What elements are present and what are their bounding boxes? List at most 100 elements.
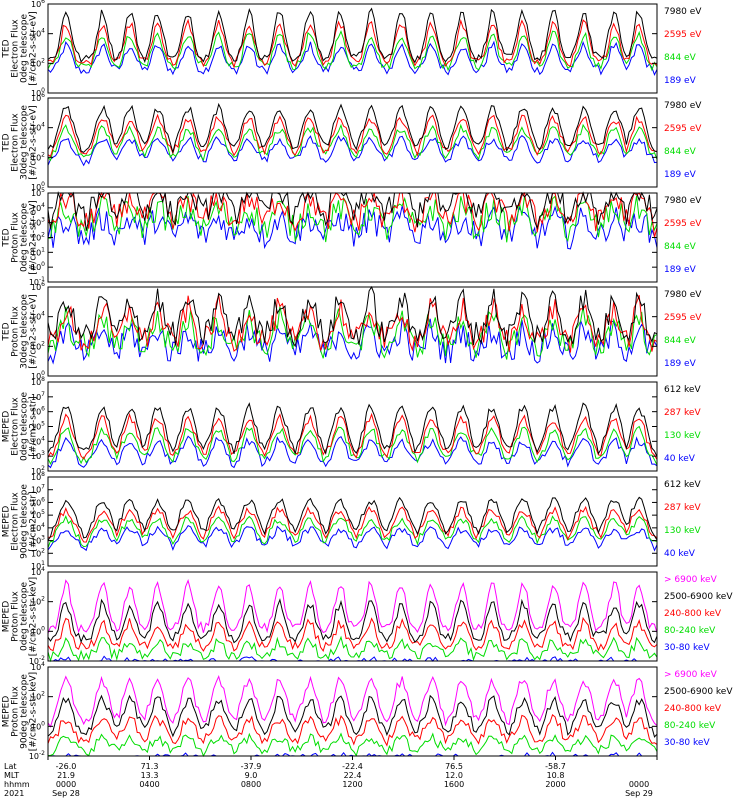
x-axis-value: 10.8 bbox=[547, 771, 565, 780]
x-axis-value: 13.3 bbox=[141, 771, 159, 780]
y-tick-label: 102 bbox=[31, 465, 45, 476]
y-tick-label: 100 bbox=[31, 720, 45, 731]
series-line-30-80-kev bbox=[48, 751, 657, 757]
y-axis-label: MEPEDProton Flux90deg telescope[#/cm2-s-… bbox=[2, 672, 39, 751]
legend-entry: 2500-6900 keV bbox=[664, 687, 733, 697]
y-tick-label: 104 bbox=[31, 122, 45, 133]
x-axis-value: 22.4 bbox=[344, 771, 362, 780]
y-tick-label: 101 bbox=[31, 560, 45, 571]
y-tick-label: 104 bbox=[31, 311, 45, 322]
legend-entry: 80-240 keV bbox=[664, 626, 716, 636]
y-tick-label: 100 bbox=[31, 87, 45, 98]
y-axis-label: MEPEDElectron Flux0deg telescope[#/cm2-s… bbox=[2, 392, 39, 462]
panel-frame bbox=[47, 571, 658, 662]
series-line--6900-kev bbox=[47, 675, 658, 728]
legend-entry: > 6900 keV bbox=[664, 575, 718, 585]
legend-entry: 130 keV bbox=[664, 526, 701, 536]
series-line-844-ev bbox=[47, 306, 658, 360]
x-axis-value: 1200 bbox=[342, 780, 362, 789]
legend-entry: 2595 eV bbox=[664, 124, 702, 134]
series-line-80-240-kev bbox=[47, 635, 658, 663]
series-line-80-240-kev bbox=[47, 732, 658, 758]
legend-entry: 612 keV bbox=[664, 385, 701, 395]
x-axis-value: 0000 bbox=[629, 780, 649, 789]
y-tick-label: 107 bbox=[31, 391, 45, 402]
y-tick-label: 106 bbox=[31, 92, 45, 103]
legend-entry: > 6900 keV bbox=[664, 670, 718, 680]
y-tick-label: 103 bbox=[31, 217, 45, 228]
legend-entry: 612 keV bbox=[664, 480, 701, 490]
y-tick-label: 104 bbox=[31, 522, 45, 533]
legend-entry: 7980 eV bbox=[664, 101, 702, 111]
legend-entry: 844 eV bbox=[664, 147, 697, 157]
y-tick-label: 100 bbox=[31, 625, 45, 636]
x-axis-value: 21.9 bbox=[57, 771, 75, 780]
y-tick-label: 103 bbox=[31, 450, 45, 461]
y-tick-label: 10-2 bbox=[29, 655, 45, 666]
x-axis-value: 76.5 bbox=[445, 762, 463, 771]
y-tick-label: 102 bbox=[31, 691, 45, 702]
y-tick-label: 100 bbox=[31, 261, 45, 272]
legend-entry: 240-800 keV bbox=[664, 704, 722, 714]
y-tick-label: 10-1 bbox=[29, 276, 45, 287]
series-line--6900-kev bbox=[47, 579, 658, 634]
series-line-240-800-kev bbox=[47, 713, 658, 747]
series-line-7980-ev bbox=[47, 102, 658, 155]
series-line-287-kev bbox=[47, 505, 658, 543]
y-tick-label: 105 bbox=[31, 509, 45, 520]
y-tick-label: 102 bbox=[31, 232, 45, 243]
legend-entry: 7980 eV bbox=[664, 290, 702, 300]
y-axis-label: TEDElectron Flux0deg telescope[#/cm2-s-s… bbox=[2, 11, 39, 86]
x-row-label: MLT bbox=[4, 771, 19, 780]
y-axis-label: MEPEDProton Flux0deg telescope[#/cm2-s-s… bbox=[2, 577, 39, 656]
x-row-label: Lat bbox=[4, 762, 17, 771]
series-line-2595-ev bbox=[47, 113, 658, 158]
y-tick-label: 107 bbox=[31, 484, 45, 495]
series-line-844-ev bbox=[47, 30, 658, 72]
y-axis-label: TEDProton Flux30deg telescope[#/cm2-s-st… bbox=[2, 294, 39, 369]
legend-entry: 189 eV bbox=[664, 265, 697, 275]
series-line-2595-ev bbox=[47, 191, 658, 238]
x-axis-value: 12.0 bbox=[445, 771, 463, 780]
series-line-40-kev bbox=[47, 524, 658, 552]
legend-entry: 40 keV bbox=[664, 454, 696, 464]
y-tick-label: 103 bbox=[31, 535, 45, 546]
y-tick-label: 108 bbox=[31, 471, 45, 482]
legend-entry: 7980 eV bbox=[664, 7, 702, 17]
series-line-612-kev bbox=[47, 496, 658, 541]
legend-entry: 844 eV bbox=[664, 336, 697, 346]
series-line-7980-ev bbox=[47, 7, 658, 64]
y-axis-label: TEDElectron Flux30deg telescope[#/cm2-s-… bbox=[2, 105, 39, 180]
y-tick-label: 106 bbox=[31, 281, 45, 292]
legend-entry: 7980 eV bbox=[664, 196, 702, 206]
series-line-240-800-kev bbox=[47, 616, 658, 653]
legend-entry: 30-80 keV bbox=[664, 738, 710, 748]
y-tick-label: 106 bbox=[31, 406, 45, 417]
series-line-287-kev bbox=[47, 412, 658, 460]
x-axis-value: Sep 29 bbox=[625, 789, 653, 798]
y-tick-label: 106 bbox=[31, 496, 45, 507]
legend-entry: 130 keV bbox=[664, 431, 701, 441]
x-axis-value: 1600 bbox=[444, 780, 464, 789]
x-axis-value: 71.3 bbox=[141, 762, 159, 771]
y-tick-label: 108 bbox=[31, 376, 45, 387]
series-line-2595-ev bbox=[47, 18, 658, 69]
legend-entry: 287 keV bbox=[664, 503, 701, 513]
legend-entry: 189 eV bbox=[664, 170, 697, 180]
series-line-2500-6900-kev bbox=[47, 598, 658, 644]
series-line-7980-ev bbox=[47, 285, 658, 348]
y-tick-label: 102 bbox=[31, 596, 45, 607]
legend-entry: 2595 eV bbox=[664, 313, 702, 323]
series-line-189-ev bbox=[47, 205, 658, 250]
y-axis-label: TEDProton Flux0deg telescope[#/cm2-s-str… bbox=[2, 200, 39, 275]
panel-frame bbox=[47, 97, 658, 188]
series-line-40-kev bbox=[47, 435, 658, 469]
series-line-130-kev bbox=[47, 514, 658, 548]
x-axis-value: -58.7 bbox=[545, 762, 566, 771]
